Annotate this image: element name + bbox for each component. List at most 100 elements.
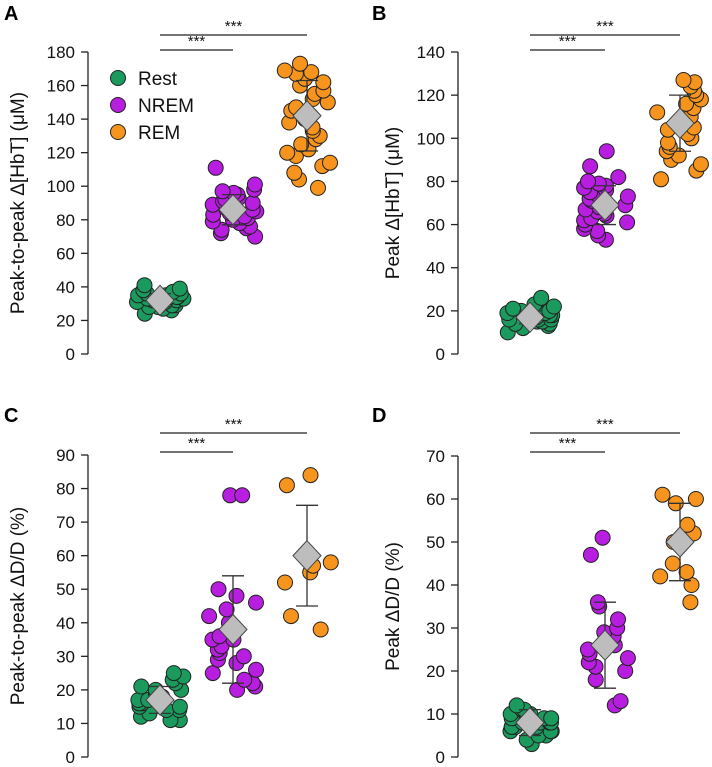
data-point [310,179,326,196]
panel-d: D 0 10 20 30 40 50 60 70 Peak ΔD/D (%) *** *** [372,405,704,767]
panel-a: A 0 20 40 60 80 100 120 140 160 180 Peak-to-peak Δ[… [4,3,338,364]
data-point [302,467,319,484]
y-tick-label: 20 [56,681,75,700]
data-point [171,280,188,297]
y-axis-title: Peak Δ[HbT] (μM) [383,127,404,279]
data-point [594,529,611,546]
data-point [617,663,634,679]
data-point [235,648,252,665]
mean-marker [218,613,248,646]
mean-marker [145,684,175,716]
data-point [649,104,666,121]
data-point [236,671,253,688]
y-tick-label: 90 [56,446,75,465]
y-tick-label: 40 [426,259,445,278]
significance-label: *** [225,18,243,35]
data-point [653,171,669,188]
legend-label-rem: REM [138,123,180,144]
y-tick-label: 40 [426,576,445,595]
mean-marker [665,107,695,139]
y-tick-label: 70 [56,513,75,532]
data-point [678,564,695,581]
y-tick-label: 160 [47,77,75,96]
series-rest [499,289,562,341]
y-axis-title: Peak-to-peak Δ[HbT] (μM) [8,92,29,314]
y-tick-label: 180 [47,43,75,62]
panel-letter: C [4,405,18,427]
data-point [580,173,596,190]
data-point [682,594,699,611]
y-tick-label: 140 [417,43,445,62]
data-point [582,546,599,563]
y-tick-label: 80 [56,211,75,230]
data-point [283,608,299,625]
y-tick-label: 20 [56,311,75,330]
data-point [292,55,308,72]
y-tick-label: 0 [436,345,445,364]
data-point [201,608,218,625]
data-point [214,183,231,200]
data-point [234,487,251,504]
y-tick-label: 10 [426,705,445,724]
y-tick-label: 40 [56,278,75,297]
y-tick-label: 140 [47,110,75,129]
y-tick-label: 40 [56,614,75,633]
data-point [286,164,303,181]
data-point [619,188,636,205]
y-tick-label: 0 [436,748,445,767]
panel-letter: B [372,3,386,25]
mean-marker [145,284,175,317]
legend-marker-nrem [110,97,126,113]
y-tick-label: 60 [426,490,445,509]
mean-marker [515,706,545,739]
significance-label: *** [596,416,614,433]
significance-label: *** [225,416,243,433]
y-tick-label: 80 [56,480,75,499]
legend-marker-rest [110,70,126,86]
significance-label: *** [559,33,577,50]
data-point [293,136,310,153]
significance-label: *** [596,18,614,35]
series-rest [129,277,192,322]
y-tick-label: 50 [426,533,445,552]
legend-label-nrem: NREM [138,96,194,117]
data-point [244,195,261,211]
data-point [248,594,264,611]
data-point [692,156,709,173]
series-rem [652,486,704,611]
y-tick-label: 10 [56,714,75,733]
y-tick-label: 70 [426,447,445,466]
mean-marker [218,193,248,226]
mean-marker [665,526,695,558]
data-point [505,300,522,317]
data-point [619,650,636,667]
data-point [322,154,338,171]
significance-label: *** [559,435,577,452]
data-point [533,289,550,306]
y-tick-label: 60 [56,547,75,566]
series-rem [277,467,339,638]
data-point [210,581,227,598]
data-point [277,574,293,591]
y-tick-label: 120 [417,86,445,105]
series-nrem [576,143,636,248]
panel-b: B 0 20 40 60 80 100 120 140 Peak Δ[HbT] (μM) *** **… [372,3,709,364]
y-axis-title: Peak ΔD/D (%) [383,542,404,671]
series-rem [649,72,709,188]
legend-label-rest: Rest [138,69,178,90]
data-point [687,491,704,507]
data-point [248,661,264,678]
data-point [543,710,560,727]
data-point [508,697,525,714]
y-tick-label: 0 [66,748,75,767]
y-tick-label: 50 [56,580,75,599]
data-point [312,621,329,638]
significance-label: *** [188,435,206,452]
legend-marker-rem [110,124,126,140]
y-tick-label: 100 [47,177,75,196]
series-nrem [204,159,265,245]
series-nrem [579,529,636,714]
mean-marker [292,100,322,132]
data-point [207,159,224,176]
y-tick-label: 30 [56,647,75,666]
